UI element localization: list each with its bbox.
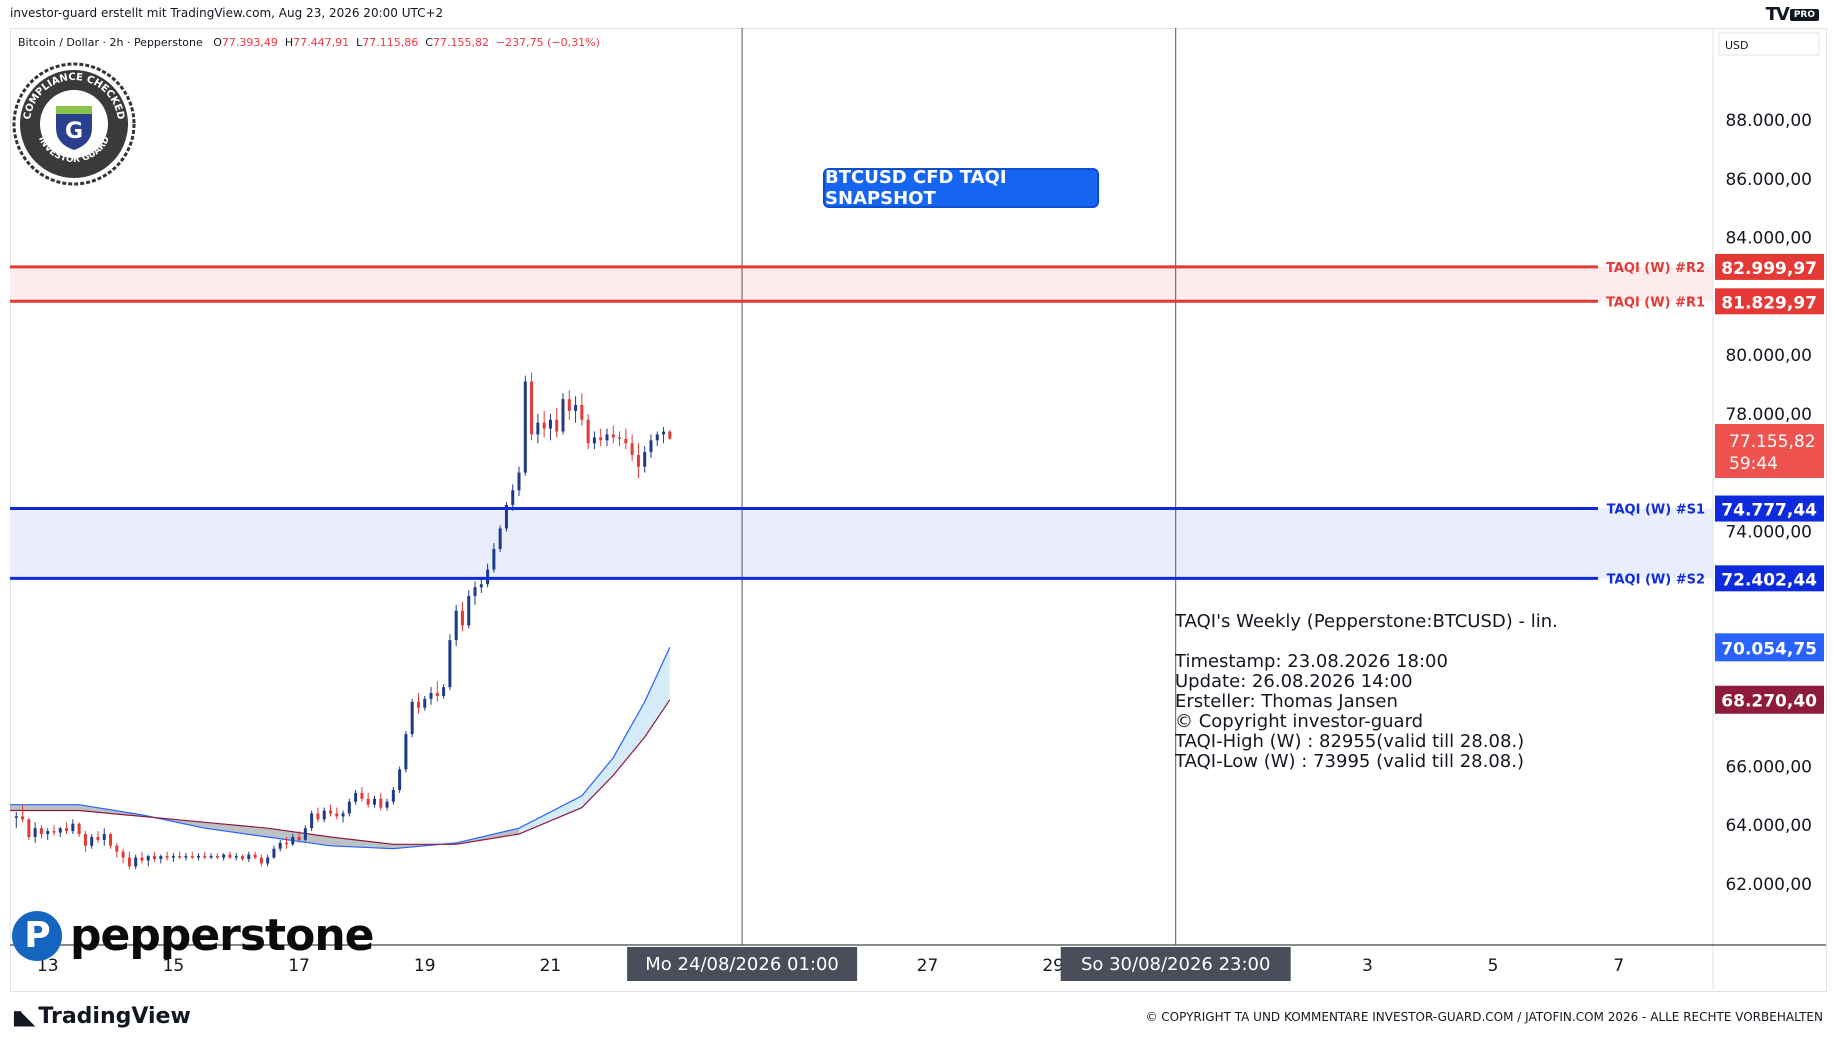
shield-top-stripe [56,106,92,114]
pepperstone-logo-icon: P [12,910,62,961]
tradingview-pro-badge[interactable]: TV PRO [1766,4,1819,25]
footer-copyright: © COPYRIGHT TA UND KOMMENTARE INVESTOR-G… [1145,1010,1823,1024]
info-line-copyright: © Copyright investor-guard [1175,711,1424,732]
info-line-author: Ersteller: Thomas Jansen [1175,691,1398,712]
chart-attribution: investor-guard erstellt mit TradingView.… [10,6,444,20]
pro-badge: PRO [1789,8,1819,21]
high-value: 77.447,91 [293,36,350,49]
low-value: 77.115,86 [362,36,419,49]
low-label: L [356,36,363,49]
shield-icon [56,106,92,150]
info-line-title: TAQI's Weekly (Pepperstone:BTCUSD) - lin… [1175,611,1558,632]
open-value: 77.393,49 [221,36,278,49]
high-label: H [284,36,294,49]
close-value: 77.155,82 [432,36,489,49]
info-line-taqi-high: TAQI-High (W) : 82955(valid till 28.08.) [1175,731,1525,752]
symbol-legend[interactable]: Bitcoin / Dollar · 2h · Pepperstone O77.… [18,36,600,49]
info-text-box: TAQI's Weekly (Pepperstone:BTCUSD) - lin… [1175,612,1558,772]
pepperstone-wordmark: pepperstone [70,910,374,961]
info-line-timestamp: Timestamp: 23.08.2026 18:00 [1175,651,1448,672]
pepperstone-watermark: P pepperstone [12,910,374,961]
change-value: −237,75 (−0,31%) [495,36,600,49]
symbol-name: Bitcoin / Dollar · 2h · Pepperstone [18,36,203,49]
tradingview-footer-logo[interactable]: ▮◣ TradingView [12,1004,191,1029]
close-label: C [425,36,433,49]
tradingview-mark-icon: ▮◣ [12,1004,35,1029]
compliance-seal: COMPLIANCE CHECKED INVESTOR GUARD G [12,62,136,186]
info-line-taqi-low: TAQI-Low (W) : 73995 (valid till 28.08.) [1175,751,1524,772]
seal-letter: G [65,119,83,144]
tradingview-wordmark: TradingView [38,1004,191,1029]
info-line-update: Update: 26.08.2026 14:00 [1175,671,1413,692]
tradingview-logo-icon: TV [1765,4,1790,25]
open-label: O [213,36,222,49]
snapshot-label-box: BTCUSD CFD TAQI SNAPSHOT [823,167,1099,209]
